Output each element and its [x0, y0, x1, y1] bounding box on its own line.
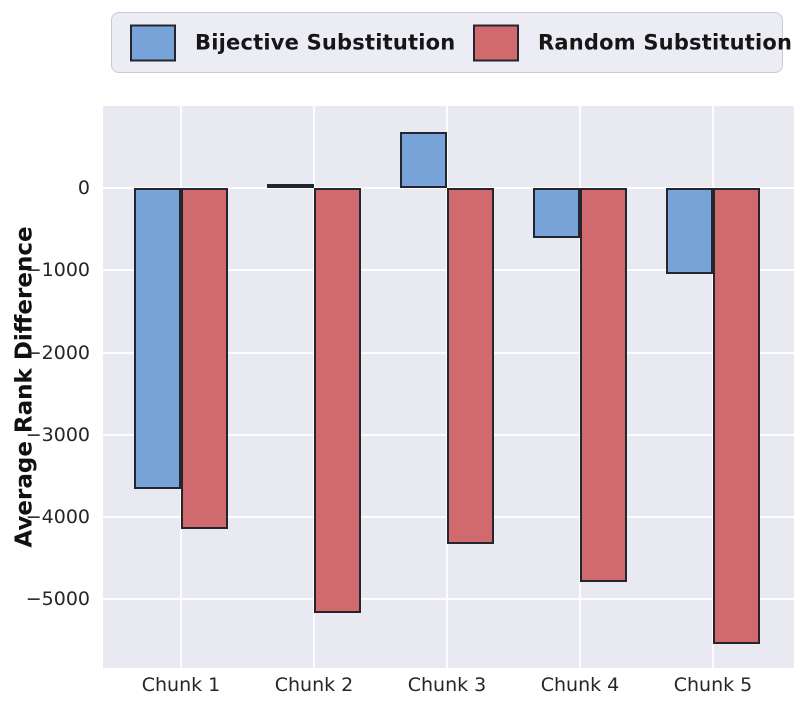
legend-label-random-substitution: Random Substitution: [538, 30, 793, 55]
gridline-y--5000: [103, 598, 794, 601]
legend-label-bijective-substitution: Bijective Substitution: [195, 30, 456, 55]
y-tick-label-0: 0: [77, 177, 90, 200]
plot-area: [103, 106, 794, 668]
legend-item-random-substitution: Random Substitution: [473, 24, 792, 61]
x-tick-label-chunk-1: Chunk 1: [141, 674, 221, 696]
x-tick-label-chunk-2: Chunk 2: [274, 674, 354, 696]
legend: Bijective Substitution Random Substituti…: [111, 12, 792, 73]
x-tick-label-chunk-4: Chunk 4: [540, 674, 620, 696]
bar-chunk-1-random-substitution: [181, 188, 228, 529]
bar-chunk-4-bijective-substitution: [533, 188, 580, 238]
bar-chunk-5-bijective-substitution: [666, 188, 713, 274]
x-tick-label-chunk-5: Chunk 5: [673, 674, 753, 696]
y-tick-label--3000: −3000: [25, 423, 90, 446]
bar-chunk-3-bijective-substitution: [400, 132, 447, 189]
x-tick-label-chunk-3: Chunk 3: [407, 674, 487, 696]
legend-swatch-random-substitution: [473, 24, 519, 61]
bar-chunk-1-bijective-substitution: [134, 188, 181, 490]
legend-item-bijective-substitution: Bijective Substitution: [130, 24, 455, 61]
bar-chunk-4-random-substitution: [580, 188, 627, 582]
x-axis-tick-labels: Chunk 1 Chunk 2 Chunk 3 Chunk 4 Chunk 5: [103, 672, 794, 700]
bar-chunk-2-random-substitution: [314, 188, 361, 614]
y-tick-label--2000: −2000: [25, 341, 90, 364]
y-axis-tick-labels: 0 −1000 −2000 −3000 −4000 −5000: [0, 106, 97, 668]
bar-chunk-5-random-substitution: [713, 188, 760, 645]
y-tick-label--1000: −1000: [25, 259, 90, 282]
bar-chunk-3-random-substitution: [447, 188, 494, 545]
y-tick-label--5000: −5000: [25, 588, 90, 611]
y-tick-label--4000: −4000: [25, 506, 90, 529]
bar-chunk-2-bijective-substitution: [267, 184, 314, 189]
legend-swatch-bijective-substitution: [130, 24, 176, 61]
